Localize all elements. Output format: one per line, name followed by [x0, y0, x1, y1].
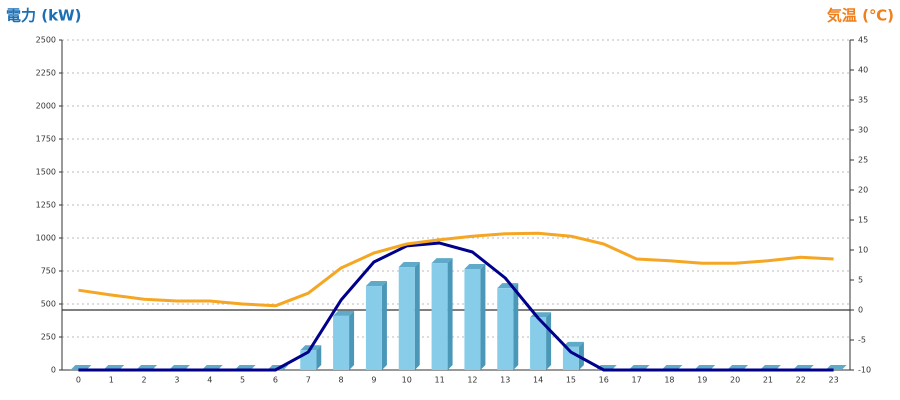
x-tick-label: 1	[109, 376, 114, 385]
x-tick-label: 11	[434, 376, 444, 385]
y2-tick-label: 15	[858, 216, 868, 225]
y2-tick-label: 30	[858, 126, 868, 135]
x-tick-label: 23	[828, 376, 838, 385]
bar-face	[365, 281, 387, 287]
bar-face	[546, 312, 552, 370]
x-tick-label: 10	[402, 376, 412, 385]
bar-face	[497, 288, 514, 370]
y-tick-label: 1750	[36, 135, 56, 144]
x-tick-label: 13	[500, 376, 510, 385]
y-tick-label: 750	[41, 267, 56, 276]
y-tick-label: 2500	[36, 36, 56, 45]
bar-face	[578, 341, 584, 370]
bar	[365, 281, 387, 370]
bar-face	[333, 315, 350, 370]
line	[78, 241, 834, 372]
bar-face	[431, 263, 448, 370]
y2-tick-label: 5	[858, 276, 863, 285]
y2-tick-label: 10	[858, 246, 868, 255]
y2-tick-label: 25	[858, 156, 868, 165]
x-tick-label: 18	[664, 376, 674, 385]
y2-tick-label: 40	[858, 66, 868, 75]
y-tick-label: 250	[41, 333, 56, 342]
y2-tick-label: 35	[858, 96, 868, 105]
line	[78, 231, 834, 308]
x-tick-label: 4	[207, 376, 212, 385]
y-tick-label: 1000	[36, 234, 56, 243]
bar-face	[381, 281, 387, 370]
bar-face	[398, 267, 415, 370]
x-tick-label: 7	[306, 376, 311, 385]
y2-tick-label: 0	[858, 306, 863, 315]
x-tick-label: 19	[697, 376, 707, 385]
bar	[398, 262, 420, 370]
x-tick-label: 16	[599, 376, 609, 385]
x-tick-label: 15	[566, 376, 576, 385]
y-tick-label: 1250	[36, 201, 56, 210]
bar-face	[349, 310, 355, 370]
bar-face	[398, 262, 420, 268]
bar-face	[431, 258, 453, 264]
y-tick-label: 2250	[36, 69, 56, 78]
y-tick-label: 0	[51, 366, 56, 375]
x-tick-label: 5	[240, 376, 245, 385]
right-axis-title: 気温 (℃)	[827, 7, 894, 25]
x-tick-label: 6	[273, 376, 278, 385]
bar-face	[480, 264, 486, 370]
bar-face	[365, 286, 382, 370]
bar	[497, 283, 519, 370]
bar-face	[530, 317, 547, 370]
bar-face	[562, 341, 584, 347]
bar	[464, 264, 486, 370]
bar-face	[316, 345, 322, 370]
y-tick-label: 2000	[36, 102, 56, 111]
x-tick-label: 3	[174, 376, 179, 385]
x-tick-label: 12	[467, 376, 477, 385]
bar-face	[513, 283, 519, 370]
x-tick-label: 0	[76, 376, 81, 385]
x-tick-label: 21	[763, 376, 773, 385]
x-tick-label: 17	[631, 376, 641, 385]
x-tick-label: 9	[371, 376, 376, 385]
left-axis-title: 電力 (kW)	[6, 7, 81, 25]
x-tick-label: 14	[533, 376, 543, 385]
y-tick-label: 1500	[36, 168, 56, 177]
bar-face	[447, 258, 453, 370]
x-tick-label: 2	[142, 376, 147, 385]
bar-face	[464, 264, 486, 270]
y-tick-label: 500	[41, 300, 56, 309]
bar-face	[333, 310, 355, 316]
bar-face	[414, 262, 420, 370]
x-tick-label: 20	[730, 376, 740, 385]
y2-tick-label: -5	[858, 336, 866, 345]
bar-face	[464, 269, 481, 370]
x-tick-label: 8	[339, 376, 344, 385]
y2-tick-label: -10	[858, 366, 871, 375]
x-tick-label: 22	[796, 376, 806, 385]
bar	[333, 310, 355, 370]
bar	[431, 258, 453, 370]
y2-tick-label: 20	[858, 186, 868, 195]
y2-tick-label: 45	[858, 36, 868, 45]
